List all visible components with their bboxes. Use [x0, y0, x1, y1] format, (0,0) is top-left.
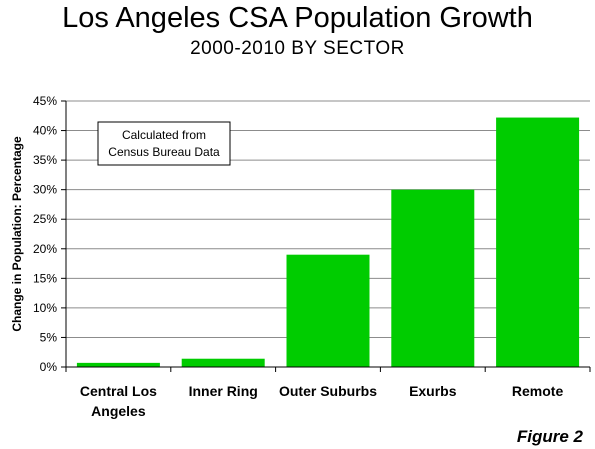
- y-tick-label: 25%: [33, 212, 57, 226]
- bar: [181, 358, 265, 367]
- chart-subtitle: 2000-2010 BY SECTOR: [190, 38, 405, 59]
- y-tick-label: 40%: [33, 124, 57, 138]
- x-tick-label: Outer Suburbs: [279, 383, 377, 399]
- y-tick-label: 10%: [33, 301, 57, 315]
- y-axis-label: Change in Population: Percentage: [10, 136, 24, 332]
- chart-title: Los Angeles CSA Population Growth: [62, 2, 533, 34]
- x-tick-label: Remote: [512, 383, 564, 399]
- x-tick-label: Exurbs: [409, 383, 457, 399]
- y-tick-label: 0%: [40, 360, 58, 374]
- y-tick-label: 35%: [33, 153, 57, 167]
- annotation-text: Calculated from Census Bureau Data: [108, 128, 220, 159]
- y-tick-label: 15%: [33, 271, 57, 285]
- x-tick-label: Central Los Angeles: [80, 383, 157, 419]
- bar: [286, 254, 370, 367]
- x-tick-label: Inner Ring: [189, 383, 258, 399]
- bar: [76, 362, 160, 367]
- bar: [496, 117, 580, 367]
- y-tick-label: 20%: [33, 242, 57, 256]
- y-tick-label: 5%: [40, 330, 58, 344]
- y-tick-label: 30%: [33, 183, 57, 197]
- annotation-box: [97, 121, 231, 166]
- y-tick-label: 45%: [33, 94, 57, 108]
- bar: [391, 189, 475, 367]
- figure-label: Figure 2: [517, 427, 584, 446]
